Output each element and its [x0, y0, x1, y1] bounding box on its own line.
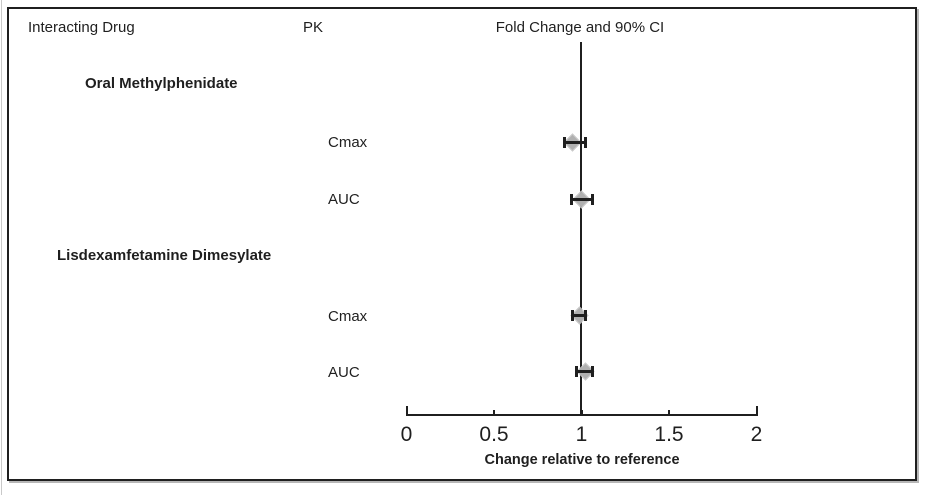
ci-errorbar [571, 197, 592, 201]
column-header-pk: PK [303, 19, 324, 36]
ci-errorbar [564, 140, 585, 144]
ci-errorbar [576, 369, 592, 373]
reference-line [580, 42, 582, 416]
column-header-fold-change: Fold Change and 90% CI [495, 19, 665, 36]
ci-cap-right [583, 136, 587, 148]
page-edge-line [1, 0, 2, 495]
axis-tick [493, 410, 495, 415]
group-label-lisdexamfetamine-dimesylate: Lisdexamfetamine Dimesylate [57, 247, 272, 264]
group-label-oral-methylphenidate: Oral Methylphenidate [85, 75, 238, 92]
ci-cap-right [583, 309, 587, 321]
column-header-interacting-drug: Interacting Drug [28, 19, 135, 36]
axis-tick-label: 2 [750, 423, 763, 446]
axis-tick [755, 406, 758, 415]
axis-tick-label: 0.5 [479, 423, 509, 446]
x-axis-line [406, 414, 758, 416]
axis-tick [668, 410, 670, 415]
ci-cap-left [562, 136, 566, 148]
ci-cap-right [590, 365, 594, 377]
figure-frame [7, 7, 917, 481]
axis-tick [580, 410, 583, 415]
ci-errorbar [572, 313, 585, 317]
axis-tick-label: 1.5 [654, 423, 684, 446]
row-label-auc: AUC [328, 191, 360, 208]
x-axis-title: Change relative to reference [484, 452, 680, 468]
axis-tick [405, 406, 408, 415]
ci-cap-left [574, 365, 578, 377]
ci-cap-left [571, 309, 575, 321]
axis-tick-label: 1 [575, 423, 588, 446]
row-label-cmax: Cmax [328, 308, 368, 325]
ci-cap-left [569, 193, 573, 205]
row-label-auc: AUC [328, 364, 360, 381]
row-label-cmax: Cmax [328, 134, 368, 151]
ci-cap-right [590, 193, 594, 205]
axis-tick-label: 0 [400, 423, 413, 446]
